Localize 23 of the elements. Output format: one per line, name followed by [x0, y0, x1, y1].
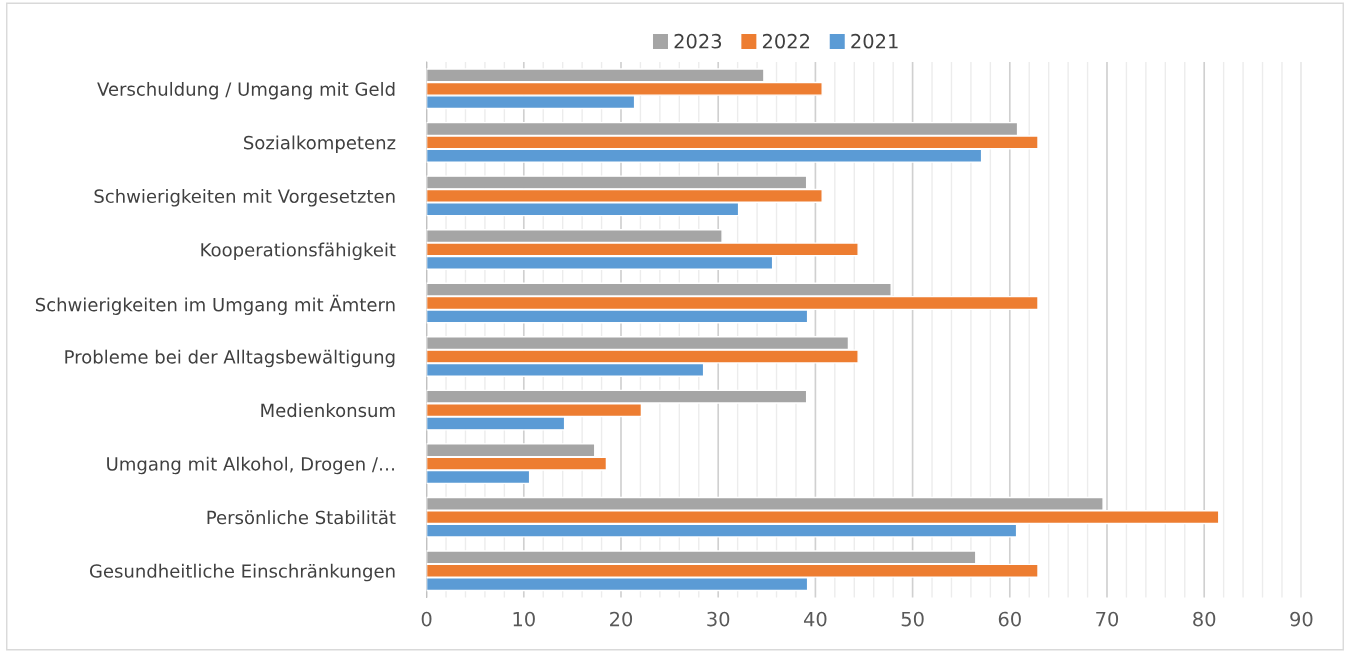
y-tick-label: Umgang mit Alkohol, Drogen /…	[107, 456, 394, 475]
y-tick-label: Schwierigkeiten im Umgang mit Ämtern	[35, 294, 395, 315]
x-tick-label: 70	[1096, 611, 1119, 627]
x-tick-label: 40	[803, 611, 827, 627]
y-tick-label: Gesundheitliche Einschränkungen	[89, 563, 395, 582]
y-tick-label: Kooperationsfähigkeit	[201, 242, 396, 261]
legend-label: 2021	[851, 33, 898, 49]
y-tick-label: Verschuldung / Umgang mit Geld	[97, 81, 395, 100]
x-tick-label: 10	[513, 611, 535, 627]
x-tick-label: 50	[901, 611, 924, 627]
x-tick-label: 90	[1290, 611, 1313, 627]
x-tick-label: 80	[1193, 611, 1216, 627]
y-tick-label: Schwierigkeiten mit Vorgesetzten	[94, 189, 395, 207]
y-tick-label: Sozialkompetenz	[244, 135, 396, 153]
y-tick-label: Medienkonsum	[261, 403, 395, 418]
y-tick-label: Persönliche Stabilität	[207, 510, 396, 525]
y-tick-label: Probleme bei der Alltagsbewältigung	[65, 349, 395, 368]
legend-label: 2023	[674, 33, 722, 49]
x-tick-label: 20	[610, 611, 633, 627]
x-tick-label: 60	[998, 611, 1021, 627]
x-tick-label: 30	[707, 611, 730, 627]
x-tick-label: 0	[421, 611, 432, 627]
legend-label: 2022	[762, 33, 810, 49]
